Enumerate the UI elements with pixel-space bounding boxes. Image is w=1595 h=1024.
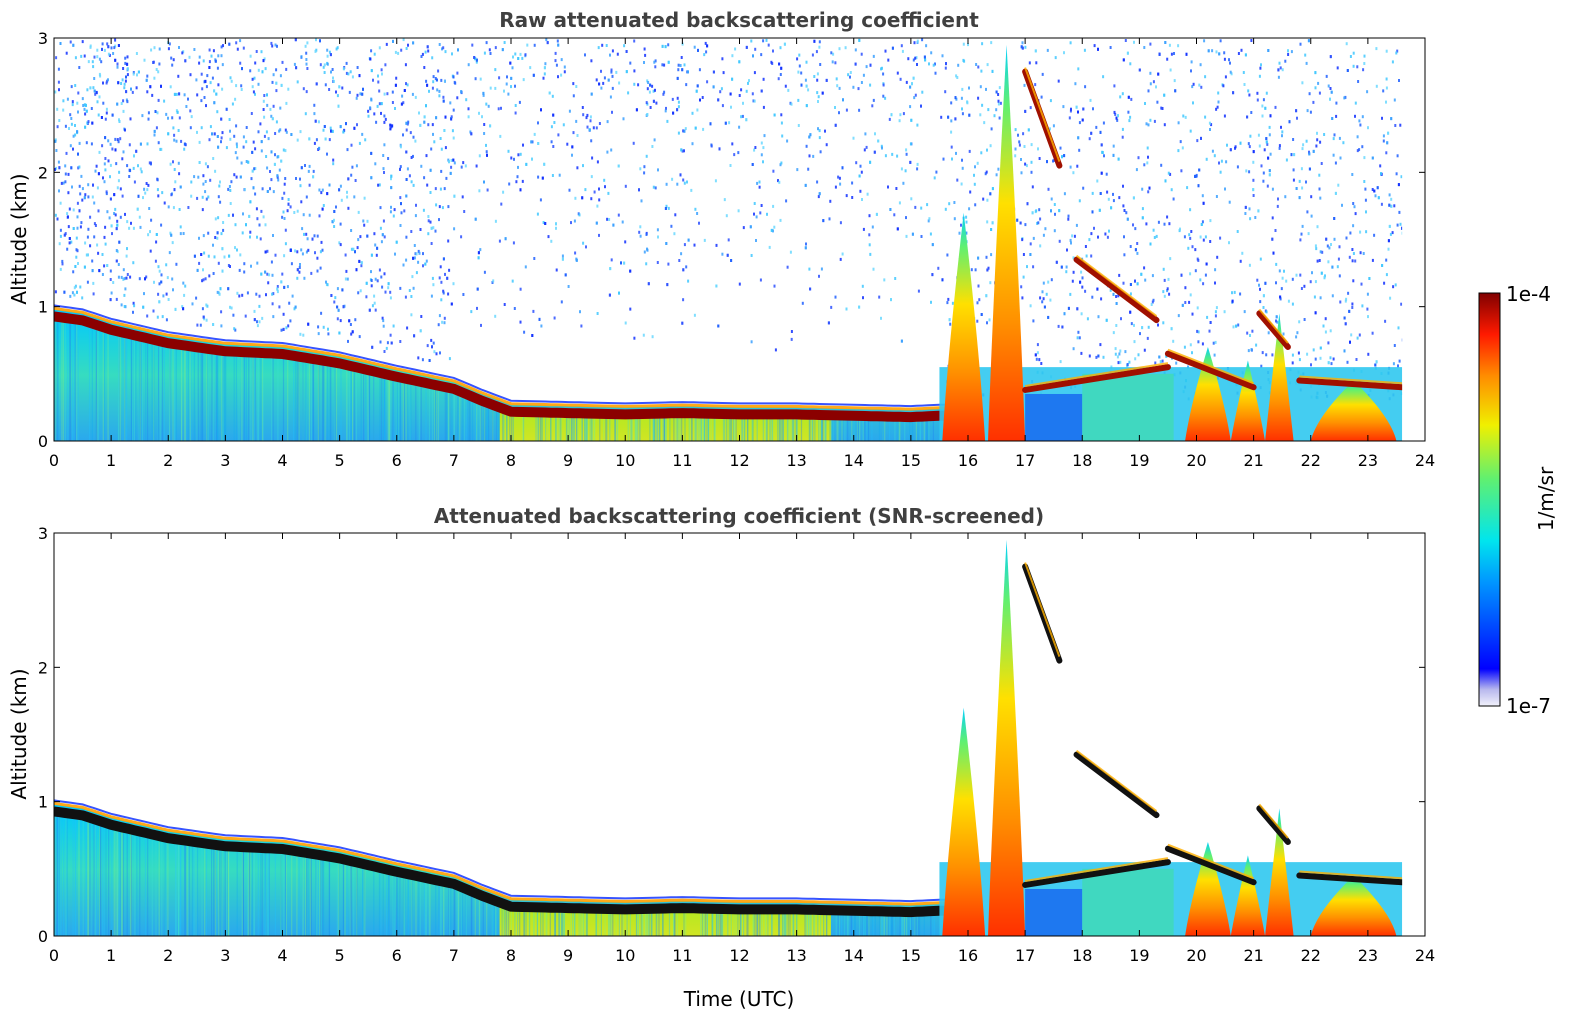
x-tick-label: 2 — [163, 946, 173, 965]
x-tick-label: 8 — [506, 946, 516, 965]
x-tick-label: 13 — [786, 451, 806, 470]
x-tick-label: 22 — [1301, 451, 1321, 470]
plot-area — [54, 38, 1425, 441]
x-tick-label: 15 — [901, 451, 921, 470]
x-tick-label: 20 — [1186, 451, 1206, 470]
x-tick-label: 11 — [672, 451, 692, 470]
x-tick-label: 2 — [163, 451, 173, 470]
x-tick-label: 14 — [844, 451, 864, 470]
afternoon-cloud-region — [939, 540, 1402, 936]
x-tick-label: 5 — [335, 946, 345, 965]
x-tick-label: 15 — [901, 946, 921, 965]
precipitation-plume — [942, 708, 985, 936]
x-tick-label: 3 — [220, 451, 230, 470]
x-tick-label: 10 — [615, 451, 635, 470]
cloud-layer — [1077, 755, 1157, 815]
cloud-layer — [1025, 72, 1059, 166]
colorbar: 1e-4 1e-7 1/m/sr — [1479, 282, 1558, 718]
chart-title: Raw attenuated backscattering coefficien… — [499, 8, 979, 32]
x-tick-label: 11 — [672, 946, 692, 965]
y-tick-label: 3 — [38, 524, 48, 543]
x-tick-label: 3 — [220, 946, 230, 965]
plot-area — [54, 533, 1425, 936]
screened-backscatter-panel: Attenuated backscattering coefficient (S… — [7, 504, 1435, 1011]
x-tick-label: 4 — [277, 946, 287, 965]
x-tick-label: 4 — [277, 451, 287, 470]
y-tick-label: 1 — [38, 793, 48, 812]
x-tick-label: 24 — [1415, 946, 1435, 965]
x-tick-label: 20 — [1186, 946, 1206, 965]
x-tick-label: 8 — [506, 451, 516, 470]
colorbar-units-label: 1/m/sr — [1534, 466, 1558, 531]
x-tick-label: 9 — [563, 946, 573, 965]
y-axis-label: Altitude (km) — [7, 668, 31, 799]
x-tick-label: 10 — [615, 946, 635, 965]
y-tick-label: 2 — [38, 658, 48, 677]
cloud-layer — [1259, 313, 1288, 347]
x-tick-label: 13 — [786, 946, 806, 965]
afternoon-cloud-region — [939, 45, 1402, 441]
y-tick-label: 0 — [38, 927, 48, 946]
colorbar-gradient — [1479, 293, 1500, 706]
colorbar-max-label: 1e-4 — [1506, 282, 1551, 306]
x-tick-label: 6 — [392, 451, 402, 470]
x-tick-label: 0 — [49, 451, 59, 470]
precipitation-plume — [942, 213, 985, 441]
x-tick-label: 21 — [1243, 946, 1263, 965]
x-tick-label: 18 — [1072, 946, 1092, 965]
precipitation-plume — [988, 540, 1025, 936]
x-tick-label: 14 — [844, 946, 864, 965]
x-tick-label: 0 — [49, 946, 59, 965]
x-tick-label: 6 — [392, 946, 402, 965]
precipitation-plume — [988, 45, 1025, 441]
x-tick-label: 1 — [106, 451, 116, 470]
y-axis-label: Altitude (km) — [7, 173, 31, 304]
x-tick-label: 12 — [729, 451, 749, 470]
y-tick-label: 1 — [38, 298, 48, 317]
x-tick-label: 21 — [1243, 451, 1263, 470]
x-tick-label: 18 — [1072, 451, 1092, 470]
chart-title: Attenuated backscattering coefficient (S… — [434, 504, 1044, 528]
x-tick-label: 19 — [1129, 946, 1149, 965]
raw-backscatter-panel: Raw attenuated backscattering coefficien… — [7, 8, 1435, 470]
y-tick-label: 2 — [38, 163, 48, 182]
x-tick-label: 16 — [958, 946, 978, 965]
cloud-layer — [1259, 808, 1288, 842]
x-tick-label: 5 — [335, 451, 345, 470]
x-tick-label: 22 — [1301, 946, 1321, 965]
x-tick-label: 1 — [106, 946, 116, 965]
x-tick-label: 7 — [449, 451, 459, 470]
x-tick-label: 12 — [729, 946, 749, 965]
x-tick-label: 23 — [1358, 451, 1378, 470]
y-tick-label: 0 — [38, 432, 48, 451]
x-tick-label: 17 — [1015, 451, 1035, 470]
x-tick-label: 17 — [1015, 946, 1035, 965]
colorbar-min-label: 1e-7 — [1506, 694, 1551, 718]
x-tick-label: 19 — [1129, 451, 1149, 470]
x-tick-label: 23 — [1358, 946, 1378, 965]
x-tick-label: 9 — [563, 451, 573, 470]
x-axis-label: Time (UTC) — [683, 987, 795, 1011]
cloud-layer — [1025, 567, 1059, 661]
x-tick-label: 7 — [449, 946, 459, 965]
x-tick-label: 24 — [1415, 451, 1435, 470]
y-tick-label: 3 — [38, 29, 48, 48]
x-tick-label: 16 — [958, 451, 978, 470]
